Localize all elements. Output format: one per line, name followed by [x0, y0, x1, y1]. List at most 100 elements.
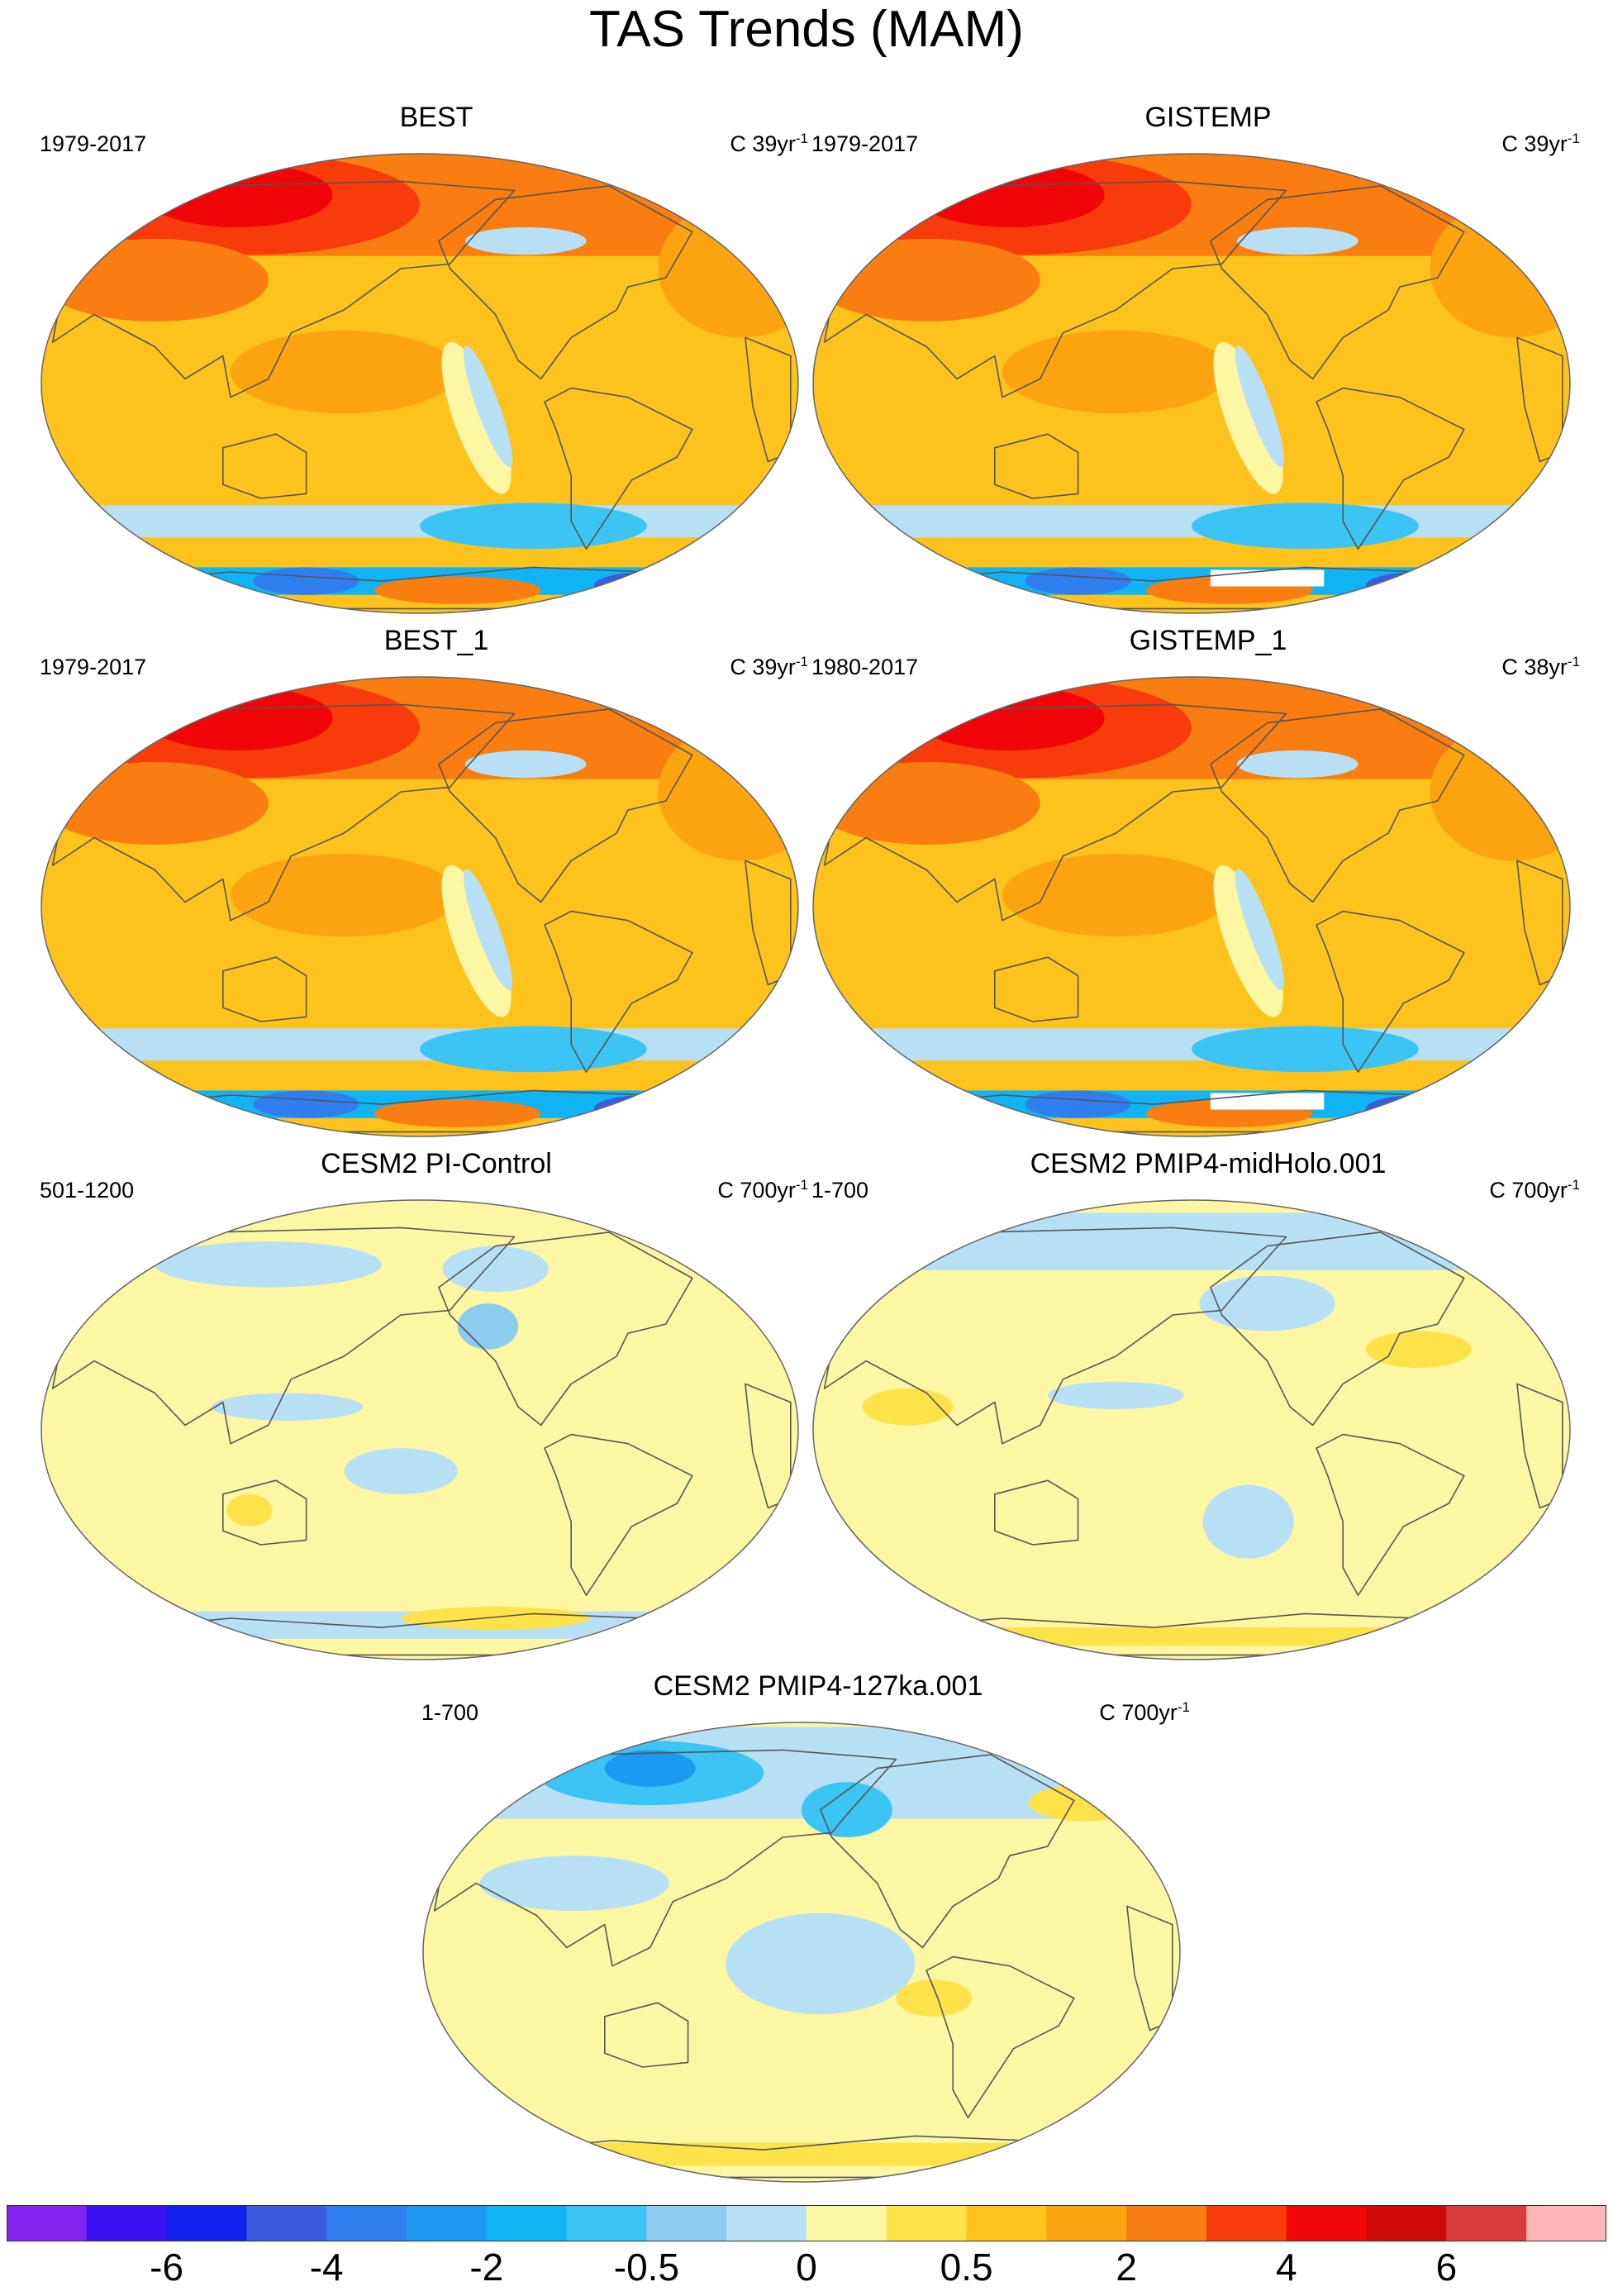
field-southern-ocean-cool — [41, 1028, 798, 1061]
coastline-samerica — [1316, 387, 1465, 550]
field-antarctic-deep — [1365, 1094, 1472, 1123]
coastline-australia — [994, 433, 1079, 499]
field-east-pacific-cool — [463, 345, 513, 468]
field-canada-cool — [457, 1303, 519, 1350]
field-eurasia-warm — [813, 238, 1040, 322]
panel-period: 501-1200 — [40, 1178, 135, 1203]
field-pacific-cool — [726, 1913, 916, 2015]
field-eurasia-warm — [41, 238, 269, 322]
colorbar-swatch — [86, 2205, 168, 2241]
field-pacific-warm — [231, 331, 458, 414]
colorbar-swatch — [966, 2205, 1047, 2241]
field-eurasia-warm — [41, 761, 269, 845]
colorbar-swatch — [1286, 2205, 1368, 2241]
colorbar — [7, 2205, 1606, 2241]
coastline-samerica — [1316, 1433, 1465, 1596]
field-siberia-max — [143, 163, 333, 227]
field-pacific-warm — [1002, 331, 1230, 414]
colorbar-swatch — [246, 2205, 327, 2241]
panel-period: 1979-2017 — [40, 655, 147, 679]
trend-map — [812, 1199, 1571, 1660]
coastline-samerica — [544, 1433, 693, 1596]
colorbar-outline — [7, 2205, 1606, 2241]
field-base — [41, 1200, 798, 1660]
panel-title: BEST — [399, 102, 473, 133]
coastline-eurasia — [823, 703, 1287, 922]
field-southern-cool-core — [420, 503, 647, 550]
map-panel: GISTEMP_1 1980-2017 C 38yr-1 — [811, 624, 1605, 1137]
panel-units: C 39yr-1 — [730, 131, 808, 156]
field-east-pacific-pale — [1213, 865, 1283, 1017]
field-antarctic-warm — [813, 1627, 1570, 1646]
field-south-pacific-cool — [1202, 1484, 1294, 1559]
field-siberia-deep — [604, 1750, 696, 1787]
coastline-samerica — [925, 1955, 1075, 2118]
panel-units: C 700yr-1 — [717, 1177, 808, 1203]
field-alaska-cool — [802, 1782, 892, 1837]
colorbar-swatch — [1046, 2205, 1127, 2241]
field-antarctic-deep — [593, 571, 700, 600]
field-southern-ocean-cool — [813, 1028, 1570, 1061]
field-southern-ocean-cool — [41, 505, 798, 538]
field-antarctic-warm — [374, 576, 541, 604]
colorbar-swatch — [886, 2205, 968, 2241]
coastline-eurasia — [823, 1227, 1287, 1445]
coastline-namerica — [1210, 1231, 1465, 1427]
map-border — [812, 1199, 1571, 1660]
colorbar-tick-label: 2 — [1116, 2246, 1137, 2289]
colorbar-tick-label: -2 — [469, 2246, 504, 2289]
map-panel: CESM2 PMIP4-127ka.001 1-700 C 700yr-1 — [421, 1670, 1215, 2183]
colorbar-tick-label: 0.5 — [940, 2246, 993, 2289]
panel-period: 1979-2017 — [811, 131, 919, 156]
coastline-namerica — [820, 1754, 1075, 1949]
colorbar-tick-label: -4 — [309, 2246, 344, 2289]
coastline-eurasia — [433, 1749, 897, 1967]
panel-title: CESM2 PMIP4-127ka.001 — [653, 1670, 983, 1702]
field-antarctic-blue — [1025, 1090, 1131, 1118]
field-east-pacific-cool — [463, 869, 513, 991]
field-australia-warm — [226, 1493, 273, 1527]
field-alaska-cool — [464, 226, 587, 255]
colorbar-swatch — [1126, 2205, 1207, 2241]
field-pacific-cool — [1047, 1381, 1184, 1409]
coastline-australia — [222, 1479, 307, 1546]
field-antarctic-blue — [253, 1090, 359, 1118]
trend-map — [40, 676, 799, 1137]
field-southern-ocean-cool — [813, 505, 1570, 538]
field-antarctic-deep — [593, 1094, 700, 1123]
field-alaska-cool — [1236, 750, 1358, 779]
map-panel: BEST_1 1979-2017 C 39yr-1 — [40, 624, 833, 1137]
field-siberia-cool — [155, 1241, 383, 1288]
colorbar-swatch — [407, 2205, 488, 2241]
field-alaska-cool — [464, 750, 587, 779]
coastline-samerica — [1316, 910, 1465, 1073]
map-border — [40, 153, 799, 614]
map-border — [812, 153, 1571, 614]
map-panel: GISTEMP 1979-2017 C 39yr-1 — [811, 101, 1605, 614]
colorbar-swatch — [1206, 2205, 1287, 2241]
colorbar-swatch — [7, 2205, 88, 2241]
field-antarctic-warm-west — [71, 1608, 163, 1628]
colorbar-tick-label: 4 — [1276, 2246, 1297, 2289]
coastline-eurasia — [51, 180, 516, 398]
colorbar-tick-label: 0 — [796, 2246, 817, 2289]
field-antarctic-warm — [401, 1607, 591, 1630]
coastline-eurasia — [51, 1227, 516, 1445]
coastline-samerica — [544, 387, 693, 550]
map-border — [40, 1199, 799, 1660]
field-southern-cool-core — [1192, 1026, 1419, 1073]
trend-map — [812, 676, 1571, 1137]
panel-period: 1-700 — [811, 1178, 869, 1203]
panel-title: GISTEMP_1 — [1129, 625, 1287, 656]
panel-period: 1-700 — [421, 1700, 479, 1725]
coastline-australia — [994, 1479, 1079, 1546]
field-arctic-cool — [813, 1212, 1570, 1270]
panel-title: CESM2 PI-Control — [321, 1148, 552, 1179]
field-siberia-max — [915, 163, 1105, 227]
coastline-australia — [222, 433, 307, 499]
coastline-namerica — [1210, 708, 1465, 903]
map-panel: CESM2 PMIP4-midHolo.001 1-700 C 700yr-1 — [811, 1147, 1605, 1660]
coastline-samerica — [544, 910, 693, 1073]
field-base — [813, 1200, 1570, 1660]
panel-units: C 39yr-1 — [1501, 131, 1580, 156]
